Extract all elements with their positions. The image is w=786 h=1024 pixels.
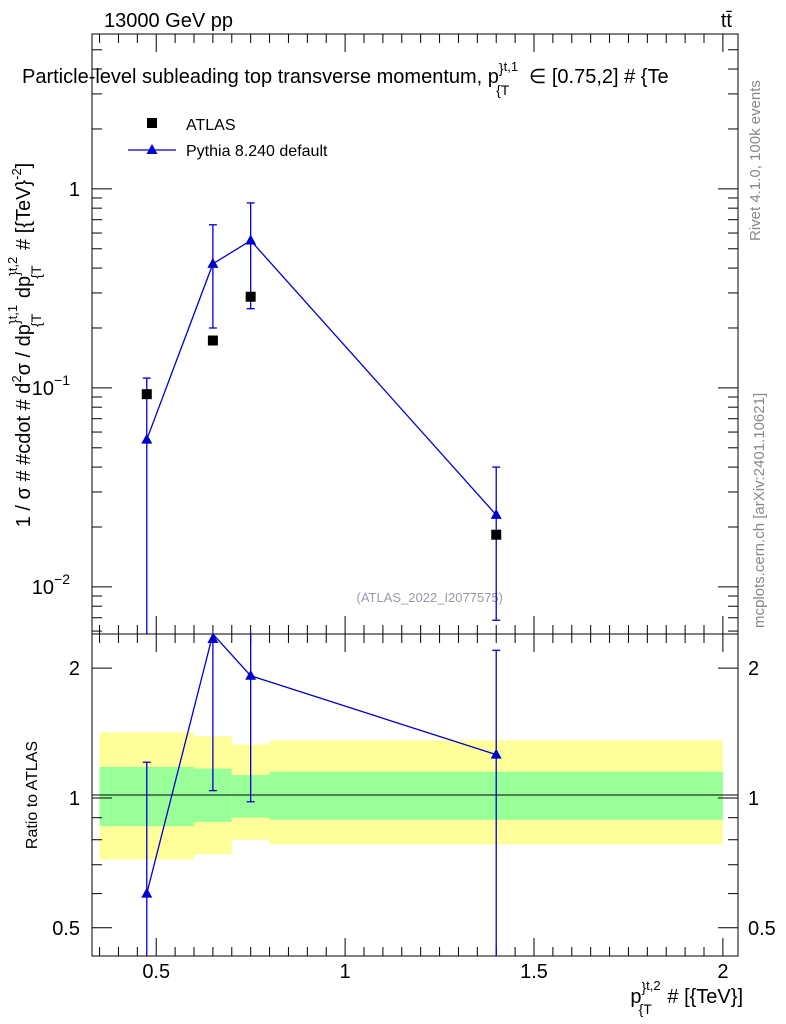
ratio-line [146,632,497,894]
main-axis-ticks [92,33,738,634]
pythia-line [146,239,497,516]
x-label-sup2: t,2 [646,978,660,993]
ratio-y-tick-label: 1 [69,788,80,810]
main-y-tick-label: 10−2 [32,571,70,599]
ratio-axis-ticks [92,634,738,956]
ratio-data-marks [141,632,502,956]
ratio-point [141,887,153,898]
ratio-uncertainty-bands [99,732,723,860]
y-label-sup3b: t,2 [5,257,20,271]
x-tick-label: 2 [717,961,728,983]
pythia-point [141,433,153,444]
x-label-tail: # [{TeV}] [662,986,743,1008]
atlas-point [245,291,256,302]
legend-atlas-marker [147,118,157,128]
chart-title-sup2: t,1 [504,59,518,74]
pythia-point [490,508,502,519]
atlas-point [491,529,502,540]
ratio-y-tick-label-right: 2 [748,658,759,680]
x-label-sub: {T [639,1001,653,1017]
y-label-sup3: } [6,271,22,276]
legend-pythia-label: Pythia 8.240 default [186,143,328,160]
y-label-part2: σ / dp [13,324,35,375]
ratio-y-axis-label: Ratio to ATLAS [24,741,41,849]
x-tick-label: 1 [340,961,351,983]
x-tick-label: 1.5 [520,961,548,983]
main-y-tick-label: 1 [69,179,80,201]
ratio-panel: 0.5 0.5 1 1 2 2 0.5 1 1.5 2 [52,632,776,983]
ratio-y-tick-label-right: 1 [748,788,759,810]
y-label-sup2b: t,1 [5,305,20,319]
ratio-y-tick-labels: 0.5 0.5 1 1 2 2 [52,658,776,940]
y-label-part1: 1 / σ # #cdot # d [13,383,35,528]
mcplots-label: mcplots.cern.ch [arXiv:2401.10621] [751,393,768,628]
chart-title: Particle-level subleading top transverse… [22,59,669,98]
chart-title-tail: ∈ [0.75,2] # {Te [523,66,668,88]
ratio-point [207,633,219,643]
x-label-sup: } [641,979,646,995]
pythia-point [207,257,219,268]
y-label-sup2: } [6,319,22,324]
analysis-watermark: (ATLAS_2022_I2077575) [357,590,503,605]
y-label-sup1: 2 [9,375,24,382]
y-label-end: ] [13,163,35,169]
y-label-part3: dp [13,276,35,304]
x-tick-labels: 0.5 1 1.5 2 [142,961,728,983]
x-tick-label: 0.5 [142,961,170,983]
main-panel: 10−2 10−1 1 (ATLAS_2022_I2077575) [32,33,739,635]
process-label: tt̄ [721,10,733,32]
ratio-y-tick-label-right: 0.5 [748,918,776,940]
main-y-tick-label: 10−1 [32,372,70,400]
y-label-sup4: -2 [9,168,24,180]
ratio-point [490,748,502,759]
ratio-y-tick-label: 0.5 [52,918,80,940]
legend-pythia-marker [146,144,158,154]
main-data-marks [141,202,502,634]
y-axis-label: 1 / σ # #cdot # d2σ / dp}t,1{T dp}t,2{T … [5,163,44,528]
chart-title-sub: {T [496,82,510,98]
chart-title-sup: } [499,60,504,76]
ratio-plot-frame [91,633,739,957]
atlas-point [141,389,152,400]
atlas-point [207,335,218,346]
energy-label: 13000 GeV pp [104,10,233,32]
y-label-sub2: {T [28,313,44,327]
ratio-point [245,669,257,680]
legend: ATLAS Pythia 8.240 default [128,117,328,160]
pythia-point [245,234,257,245]
y-label-sub3: {T [28,265,44,279]
rivet-version-label: Rivet 4.1.0, 100k events [747,80,764,241]
legend-atlas-label: ATLAS [186,117,236,134]
main-y-tick-labels: 10−2 10−1 1 [32,179,80,599]
ratio-y-tick-label: 2 [69,658,80,680]
chart-title-main: Particle-level subleading top transverse… [22,66,499,88]
x-label-p: p [630,986,641,1008]
x-axis-label: p}t,2 {T # [{TeV}] [630,978,743,1017]
y-label-part4: # [{TeV} [13,180,35,256]
